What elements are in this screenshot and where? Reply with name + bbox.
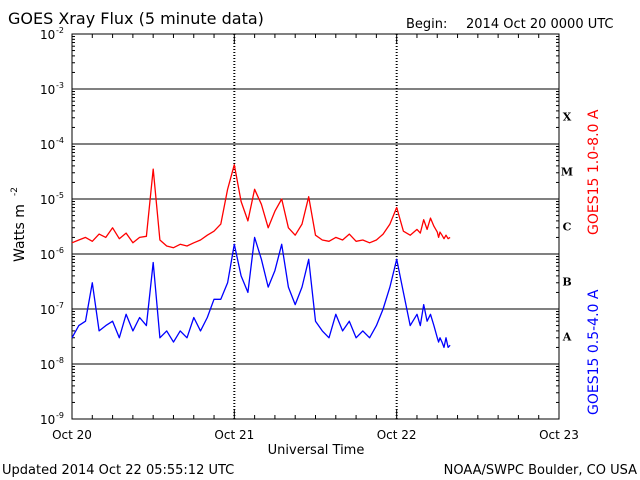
flare-class-labels: X M C B A bbox=[561, 111, 573, 344]
grid-lines bbox=[72, 88, 559, 365]
y-tick-exponent: -5 bbox=[56, 191, 64, 200]
begin-value: 2014 Oct 20 0000 UTC bbox=[466, 17, 614, 32]
flare-class-a: A bbox=[562, 331, 572, 344]
x-axis-ticks: Oct 20 Oct 21 Oct 22 Oct 23 bbox=[52, 34, 579, 442]
y-tick-label: 10 bbox=[40, 28, 55, 42]
y-tick-label: 10 bbox=[40, 193, 55, 207]
y-tick-label: 10 bbox=[40, 83, 55, 97]
y-tick-exponent: -3 bbox=[56, 81, 64, 90]
day-dividers bbox=[233, 34, 398, 419]
updated-timestamp: Updated 2014 Oct 22 05:55:12 UTC bbox=[2, 463, 234, 478]
credit-text: NOAA/SWPC Boulder, CO USA bbox=[444, 463, 637, 478]
y-axis-ticks: 10-210-310-410-510-610-710-810-9 bbox=[40, 26, 559, 427]
y-tick-label: 10 bbox=[40, 303, 55, 317]
x-tick-label: Oct 21 bbox=[214, 428, 254, 442]
x-axis-label: Universal Time bbox=[268, 443, 365, 458]
y-tick-exponent: -4 bbox=[56, 136, 64, 145]
legend-long-channel: GOES15 1.0-8.0 A bbox=[586, 109, 602, 235]
x-tick-label: Oct 22 bbox=[377, 428, 417, 442]
y-tick-label: 10 bbox=[40, 138, 55, 152]
flare-class-m: M bbox=[561, 166, 573, 179]
y-tick-exponent: -8 bbox=[56, 356, 64, 365]
series-line-short-channel bbox=[71, 236, 451, 349]
legend-red-series: GOES15 1.0-8.0 A bbox=[586, 109, 602, 235]
series-line-long-channel bbox=[71, 164, 451, 249]
x-tick-label: Oct 23 bbox=[539, 428, 579, 442]
x-tick-label: Oct 20 bbox=[52, 428, 92, 442]
y-tick-label: 10 bbox=[40, 358, 55, 372]
series-lines bbox=[71, 164, 451, 349]
chart-title: GOES Xray Flux (5 minute data) bbox=[8, 9, 264, 28]
begin-label: Begin: bbox=[406, 17, 447, 32]
flare-class-x: X bbox=[563, 111, 572, 124]
y-tick-exponent: -7 bbox=[56, 301, 64, 310]
y-label-base: Watts m bbox=[12, 204, 28, 262]
plot-frame bbox=[71, 33, 560, 420]
legend-short-channel: GOES15 0.5-4.0 A bbox=[586, 289, 602, 415]
y-tick-exponent: -9 bbox=[56, 411, 64, 420]
flare-class-c: C bbox=[563, 221, 572, 234]
y-axis-label: Watts m -2 bbox=[10, 187, 28, 262]
legend-blue-series: GOES15 0.5-4.0 A bbox=[586, 289, 602, 415]
y-tick-exponent: -2 bbox=[56, 26, 64, 35]
flare-class-b: B bbox=[562, 276, 571, 289]
y-tick-label: 10 bbox=[40, 248, 55, 262]
y-tick-exponent: -6 bbox=[56, 246, 64, 255]
y-label-exponent: -2 bbox=[10, 187, 20, 196]
y-tick-label: 10 bbox=[40, 413, 55, 427]
